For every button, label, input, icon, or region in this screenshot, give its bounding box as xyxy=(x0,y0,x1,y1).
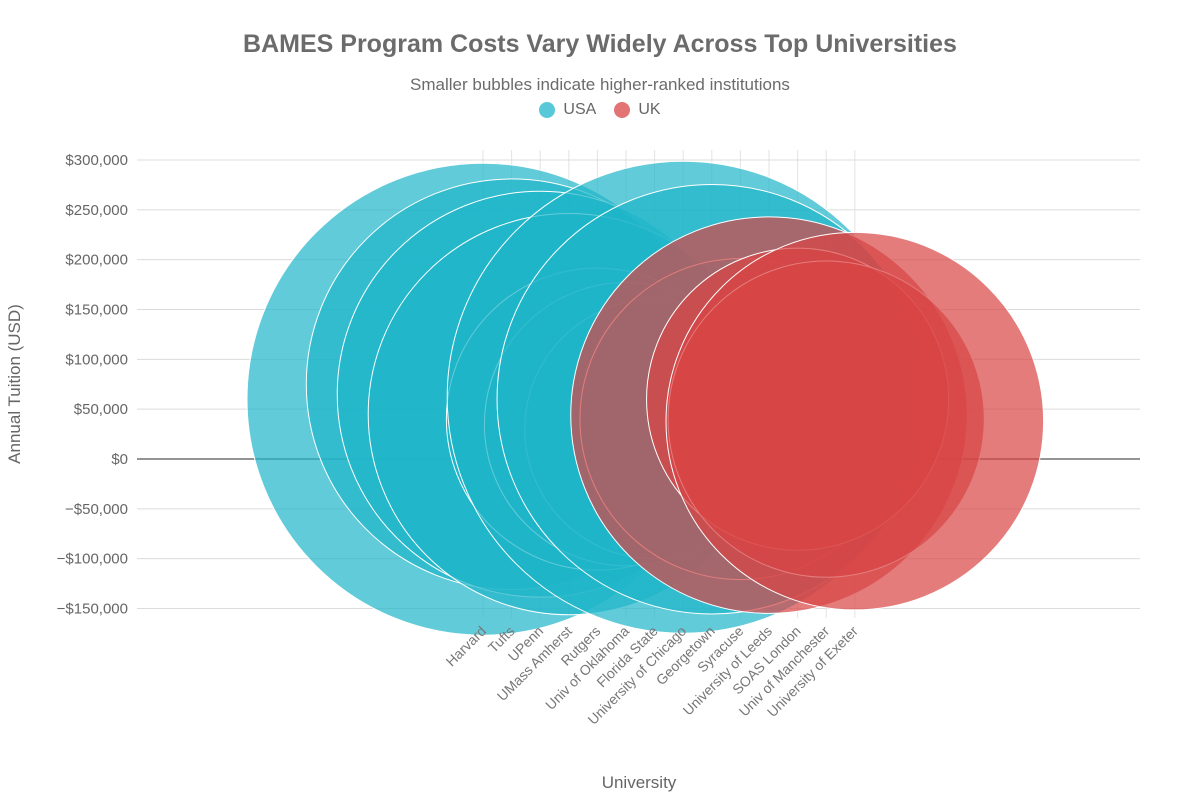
legend-item-uk[interactable]: UK xyxy=(614,101,661,119)
x-axis-title: University xyxy=(602,773,677,792)
legend-marker-usa xyxy=(539,102,556,118)
legend-marker-uk xyxy=(614,102,631,118)
y-tick-label: $150,000 xyxy=(65,302,128,319)
y-tick-label: $0 xyxy=(111,451,128,468)
legend: USA UK xyxy=(0,101,1200,119)
y-tick-label: $200,000 xyxy=(65,252,128,269)
chart-title: BAMES Program Costs Vary Widely Across T… xyxy=(243,30,957,58)
legend-label-usa: USA xyxy=(563,101,597,118)
y-tick-label: −$150,000 xyxy=(57,601,128,618)
chart-subtitle: Smaller bubbles indicate higher-ranked i… xyxy=(410,75,790,94)
y-tick-label: −$50,000 xyxy=(65,501,128,518)
y-tick-label: $300,000 xyxy=(65,152,128,169)
y-tick-label: $250,000 xyxy=(65,202,128,219)
y-tick-label: $50,000 xyxy=(74,401,128,418)
y-tick-label: $100,000 xyxy=(65,351,128,368)
legend-item-usa[interactable]: USA xyxy=(539,101,596,119)
y-tick-label: −$100,000 xyxy=(57,551,128,568)
legend-label-uk: UK xyxy=(638,101,661,118)
y-axis-title: Annual Tuition (USD) xyxy=(5,304,24,464)
bubble-university-of-exeter[interactable] xyxy=(665,231,1045,611)
